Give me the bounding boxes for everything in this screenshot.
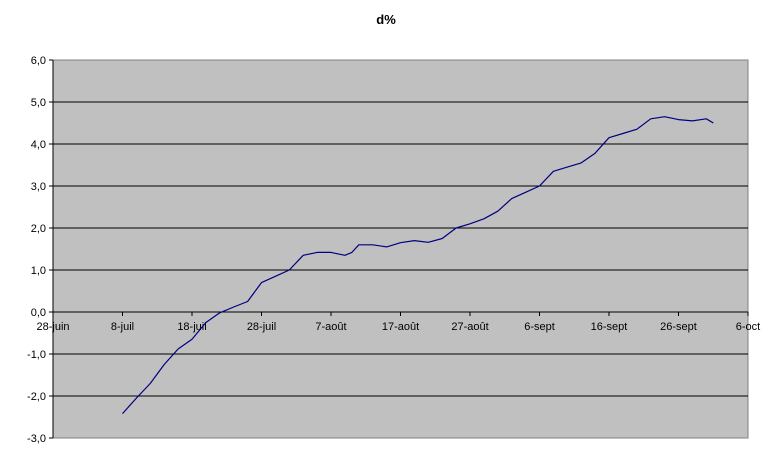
x-tick-label: 27-août [451,321,488,333]
y-tick-label: 3,0 [31,181,46,193]
y-tick-label: 5,0 [31,97,46,109]
x-tick-label: 17-août [382,321,419,333]
y-tick-label: 2,0 [31,223,46,235]
x-tick-label: 26-sept [660,321,697,333]
x-tick-label: 7-août [315,321,346,333]
y-tick-label: 6,0 [31,55,46,67]
y-tick-label: -1,0 [27,349,46,361]
chart-title: d% [376,12,396,27]
y-tick-label: 4,0 [31,139,46,151]
y-tick-label: -2,0 [27,391,46,403]
x-tick-label: 16-sept [591,321,628,333]
y-tick-label: 1,0 [31,265,46,277]
x-tick-label: 8-juil [111,321,134,333]
tick-labels: -3,0 -2,0 -1,0 0,0 1,0 2,0 3,0 4,0 5,0 6,0 28-juin… [27,55,760,445]
axes [49,59,749,439]
plot-area [52,59,749,439]
series-layer [122,116,714,415]
x-tick-label: 28-juin [36,321,69,333]
y-tick-label: -3,0 [27,433,46,445]
x-tick-label: 28-juil [247,321,276,333]
y-tick-label: 0,0 [31,307,46,319]
series-line [122,116,714,415]
x-tick-label: 6-oct [736,321,760,333]
x-tick-label: 6-sept [524,321,555,333]
